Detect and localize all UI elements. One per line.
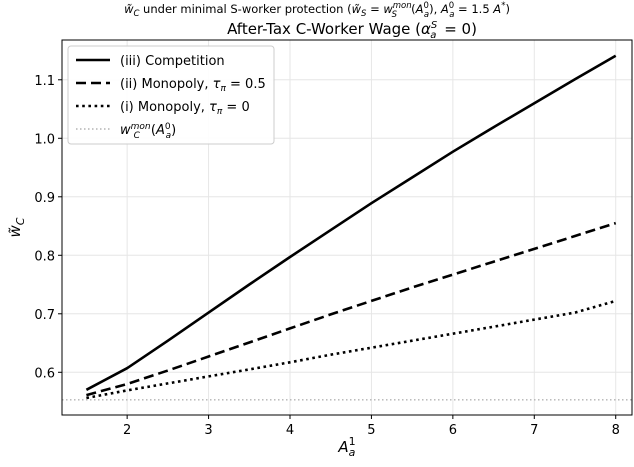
x-tick-label: 3 [204,423,212,438]
x-tick-label: 8 [612,423,620,438]
legend: (iii) Competition (ii) Monopoly, τπ = 0.5… [67,45,275,145]
x-tick-label: 6 [449,423,457,438]
legend-label-4: wmon C (A0 a) [120,122,176,141]
y-tick-label: 0.6 [34,366,55,381]
y-tick-label: 1.0 [34,132,55,147]
series-line-2 [86,221,617,397]
plot-frame [61,39,633,416]
x-tick-label: 7 [530,423,538,438]
x-tick-label: 4 [286,423,294,438]
x-axis-label: A1 a [337,435,355,459]
y-tick-label: 0.9 [34,191,55,206]
legend-label-3: (i) Monopoly, τπ = 0 [120,100,250,117]
series-layer [62,54,632,401]
y-tick-label: 1.1 [34,74,55,89]
legend-label-1: (iii) Competition [120,54,225,69]
series-line-1 [85,54,617,391]
series-line-3 [86,299,617,400]
x-tick-label: 5 [367,423,375,438]
chart-title: After-Tax C-Worker Wage (αS a = 0) [227,20,477,41]
legend-box [67,45,275,145]
chart-suptitle: w̃C under minimal S-worker protection (w… [124,1,510,20]
y-tick-label: 0.7 [34,308,55,323]
y-axis-label: w̃C [6,217,27,237]
tick-layer: 2 3 4 5 6 7 8 0.6 0.7 0.8 0.9 1.0 1.1 [34,74,620,438]
x-tick-label: 2 [123,423,131,438]
legend-label-2: (ii) Monopoly, τπ = 0.5 [120,77,266,94]
y-tick-label: 0.8 [34,249,55,264]
